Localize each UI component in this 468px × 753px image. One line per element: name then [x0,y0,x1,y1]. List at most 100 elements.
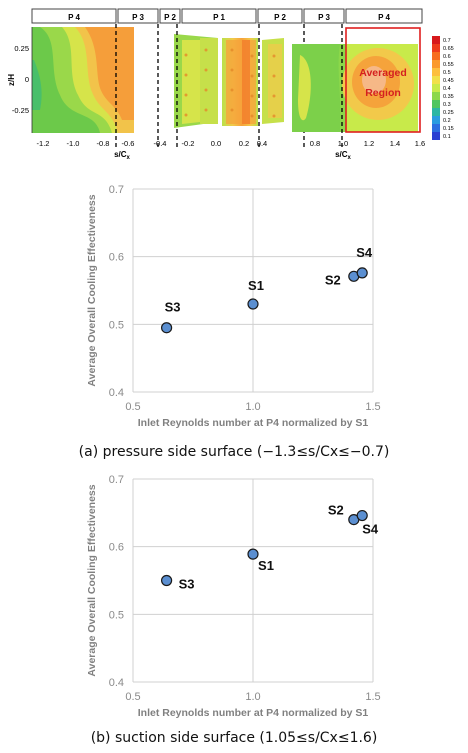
x-tick-label: 1.0 [245,401,260,413]
y-tick-label: 0.5 [109,319,124,331]
x-axis-label: Inlet Reynolds number at P4 normalized b… [138,707,369,719]
colorbar-swatch [432,44,440,52]
averaged-region-box [345,27,421,133]
data-label-s1: S1 [258,558,274,573]
y-tick-label: 0.6 [109,252,124,264]
colorbar-tick-label: 0.5 [443,70,451,76]
passage-label: P 1 [213,13,225,22]
contour-xtick: -0.4 [154,139,167,148]
colorbar-tick-label: 0.25 [443,110,454,116]
colorbar: 0.7 0.65 0.6 0.55 0.5 0.45 0.4 0.35 0.3 0.25 0.2 0.… [432,36,454,140]
colorbar-tick-label: 0.2 [443,118,451,124]
contour-xtick: 1.6 [415,139,425,148]
colorbar-swatch [432,92,440,100]
colorbar-tick-label: 0.55 [443,62,454,68]
y-tick-label: 0.4 [109,677,124,689]
x-tick-label: 0.5 [125,691,140,703]
colorbar-tick-label: 0.15 [443,126,454,132]
contour-panel-middle [157,24,305,150]
caption-suction-side: (b) suction side surface (1.05≤s/Cx≤1.6) [90,730,378,746]
contour-xlabel: s/Cx [335,150,351,161]
passage-label: P 3 [318,13,330,22]
data-label-s2: S2 [328,503,344,518]
data-point-s3 [161,322,173,334]
x-tick-label: 1.5 [365,401,380,413]
contour-panel-left [32,24,134,150]
data-label-s3: S3 [179,577,195,592]
contour-xtick: 0.2 [239,139,249,148]
colorbar-tick-label: 0.7 [443,38,451,44]
passage-label: P 2 [274,13,286,22]
data-label-s1: S1 [248,278,264,293]
colorbar-tick-label: 0.1 [443,134,451,140]
contour-panel-right: Averaged Region [292,24,421,150]
contour-xtick: -0.6 [122,139,135,148]
data-point-s4 [356,267,368,279]
contour-xtick: -0.2 [182,139,195,148]
colorbar-tick-label: 0.6 [443,54,451,60]
colorbar-tick-label: 0.3 [443,102,451,108]
contour-x-axis: -1.2 -1.0 -0.8 -0.6 s/Cx -0.4 -0.2 0.0 0… [37,139,426,161]
colorbar-swatch [432,108,440,116]
data-point-s1 [247,298,259,310]
contour-xtick: -0.8 [97,139,110,148]
passage-box-p1 [181,8,257,24]
data-point-s1 [247,548,259,560]
colorbar-tick-label: 0.4 [443,86,451,92]
y-axis-label: Average Overall Cooling Effectiveness [86,484,98,676]
colorbar-swatch [432,116,440,124]
colorbar-swatch [432,100,440,108]
colorbar-tick-label: 0.45 [443,78,454,84]
colorbar-swatch [432,52,440,60]
passage-label: P 4 [378,13,390,22]
contour-xtick: 1.0 [338,139,348,148]
colorbar-swatch [432,132,440,140]
y-tick-label: 0.7 [109,184,124,196]
passage-label: P 4 [68,13,80,22]
contour-xtick: -1.2 [37,139,50,148]
contour-xtick: 1.4 [390,139,400,148]
passage-header: P 4 P 3 P 2 P 1 P 2 P 3 P 4 [31,8,423,24]
data-point-s3 [161,574,173,587]
contour-y-axis: z/H 0.25 0 -0.25 [7,27,33,133]
colorbar-swatch [432,84,440,92]
x-axis-label: Inlet Reynolds number at P4 normalized b… [138,417,369,429]
contour-xtick: 0.0 [211,139,221,148]
contour-figure: P 4 P 3 P 2 P 1 P 2 P 3 P 4 [7,8,454,161]
y-axis-label: Average Overall Cooling Effectiveness [86,194,98,386]
colorbar-swatch [432,76,440,84]
passage-box-p4-right [345,8,423,24]
x-tick-label: 1.0 [245,691,260,703]
x-tick-label: 1.5 [365,691,380,703]
data-label-s4: S4 [362,522,379,537]
contour-xlabel: s/Cx [114,150,130,161]
contour-ylabel: z/H [7,74,16,86]
contour-ytick: 0 [25,75,29,84]
colorbar-swatch [432,36,440,44]
passage-box-p2-right [257,8,303,24]
colorbar-swatch [432,68,440,76]
data-label-s4: S4 [356,245,373,260]
contour-xtick: 0.4 [257,139,267,148]
passage-box-p3-right [303,8,345,24]
passage-box-p2-left [159,8,181,24]
caption-pressure-side: (a) pressure side surface (−1.3≤s/Cx≤−0.… [78,444,390,460]
contour-xtick: 0.8 [310,139,320,148]
contour-xtick: -1.0 [67,139,80,148]
y-tick-label: 0.5 [109,609,124,621]
contour-ytick: -0.25 [12,106,29,115]
colorbar-tick-label: 0.35 [443,94,454,100]
y-tick-label: 0.7 [109,474,124,486]
averaged-region-label: Averaged [359,67,406,79]
colorbar-tick-label: 0.65 [443,46,454,52]
passage-label: P 2 [164,13,176,22]
passage-box-p3-left [117,8,159,24]
passage-label: P 3 [132,13,144,22]
colorbar-swatch [432,60,440,68]
data-label-s2: S2 [325,272,341,287]
passage-box-p4-left [31,8,117,24]
grid [132,478,374,683]
grid [132,188,374,393]
